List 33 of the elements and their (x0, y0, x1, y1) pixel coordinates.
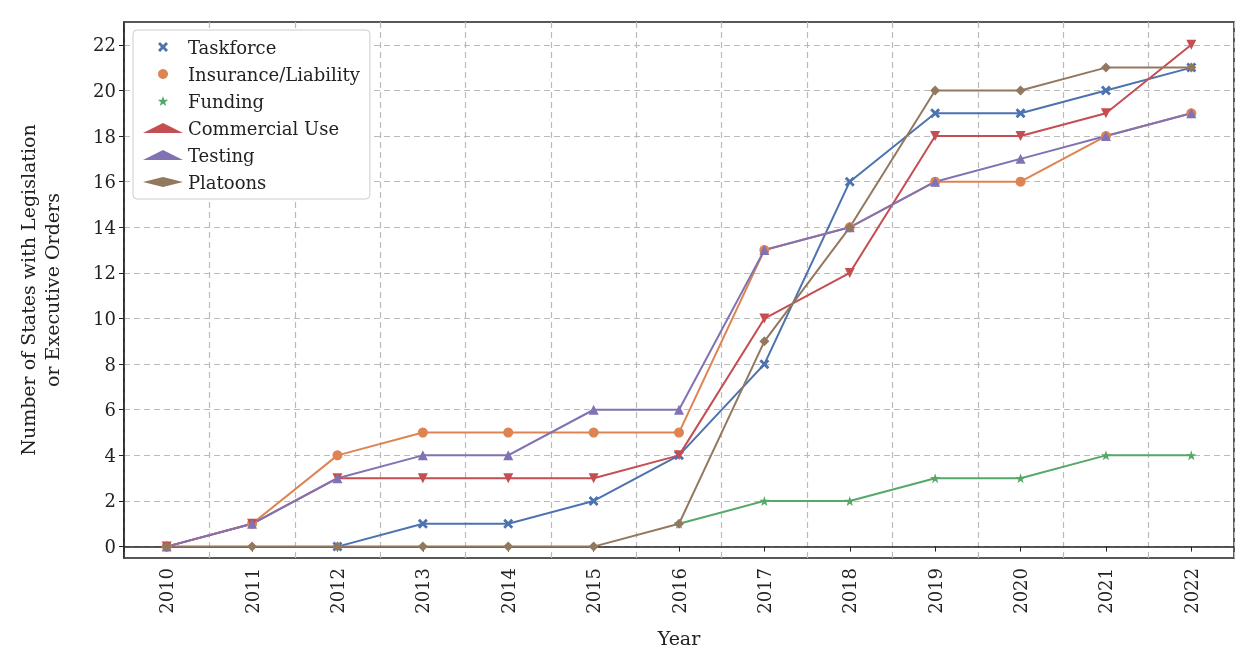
x-tick-label: 2012 (326, 568, 348, 614)
y-tick-label: 18 (93, 125, 116, 147)
legend-label: Testing (188, 144, 255, 166)
legend-label: Taskforce (188, 36, 277, 58)
x-tick-label: 2022 (1180, 568, 1202, 614)
y-tick-label: 12 (93, 262, 116, 284)
legend-label: Commercial Use (188, 117, 340, 139)
x-axis-title: Year (656, 626, 702, 649)
y-tick-label: 10 (93, 308, 116, 330)
x-tick-label: 2016 (668, 568, 690, 614)
x-tick-label: 2021 (1095, 568, 1117, 614)
x-tick-label: 2017 (753, 568, 775, 614)
y-tick-label: 8 (104, 353, 116, 375)
y-axis-title: Number of States with Legislation or Executive Orders (17, 124, 63, 456)
x-tick-label: 2014 (497, 568, 519, 614)
legend-label: Insurance/Liability (188, 63, 361, 85)
x-tick-label: 2013 (412, 568, 434, 614)
y-tick-label: 20 (93, 79, 116, 101)
x-tick-label: 2018 (839, 568, 861, 614)
y-tick-label: 6 (104, 399, 116, 421)
y-tick-label: 2 (104, 490, 116, 512)
x-tick-label: 2015 (583, 568, 605, 614)
legend-label: Funding (188, 90, 265, 112)
x-tick-label: 2011 (241, 568, 263, 614)
x-tick-label: 2020 (1010, 568, 1032, 614)
y-tick-label: 0 (104, 536, 116, 558)
y-tick-label: 14 (93, 216, 116, 238)
legend-label: Platoons (188, 171, 267, 193)
y-tick-label: 4 (104, 444, 116, 466)
x-tick-label: 2019 (924, 568, 946, 614)
x-tick-label: 2010 (156, 568, 178, 614)
y-tick-label: 16 (93, 171, 116, 193)
y-tick-label: 22 (93, 34, 116, 56)
